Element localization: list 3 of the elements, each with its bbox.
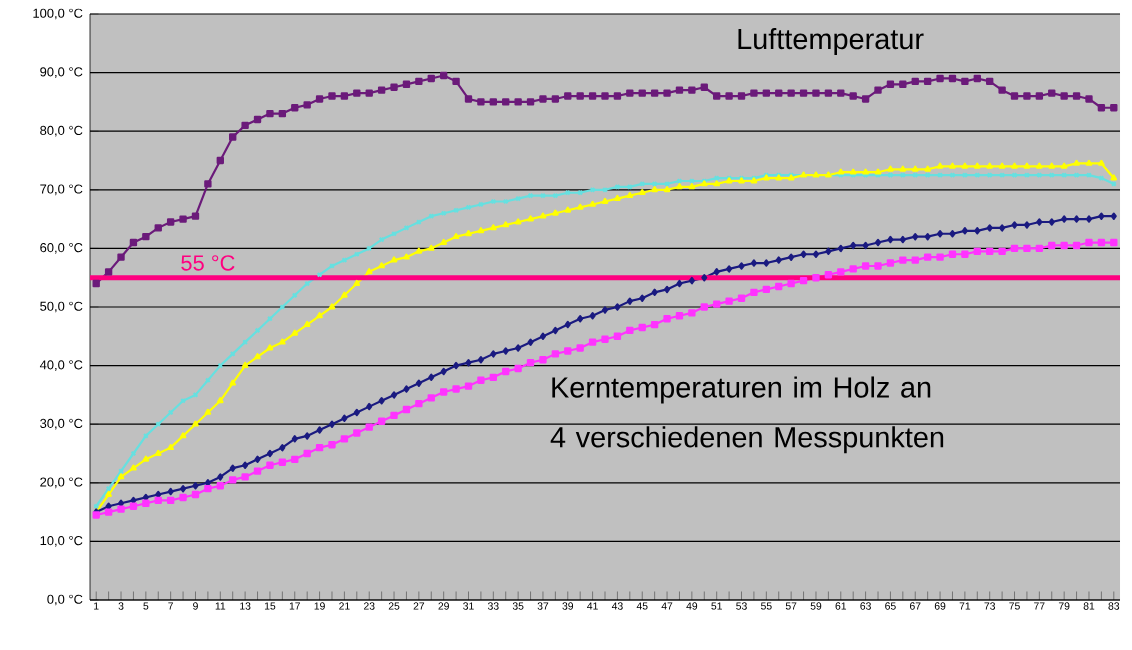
annotation: Kerntemperaturen im Holz an 4 verschiedenen Messpunkten bbox=[550, 376, 944, 454]
annotation: Lufttemperatur bbox=[738, 28, 924, 55]
ref-line-label: 55 °C bbox=[181, 255, 235, 271]
